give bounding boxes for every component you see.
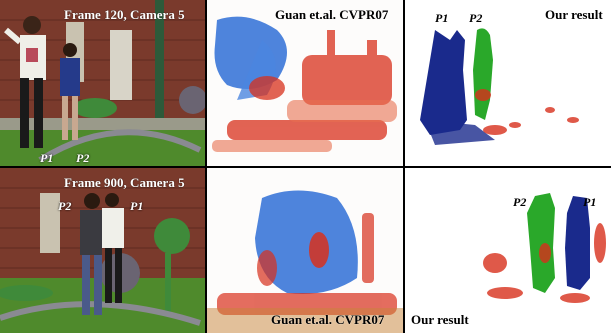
photo-frame-120: Frame 120, Camera 5 P1 P2: [0, 0, 205, 166]
photo-frame-900: Frame 900, Camera 5 P2 P1: [0, 168, 205, 333]
ours-label-p1: P1: [435, 11, 449, 25]
guan-result-row2: Guan et.al. CVPR07: [207, 168, 403, 333]
person-label-p2: P2: [76, 151, 90, 165]
ours-label-p1: P1: [583, 195, 597, 209]
person-label-p2: P2: [58, 199, 72, 213]
photo-frame-900-image: [0, 168, 205, 333]
person-label-p1: P1: [130, 199, 144, 213]
ours-caption: Our result: [545, 7, 603, 22]
photo-caption: Frame 900, Camera 5: [64, 175, 185, 190]
guan-caption: Guan et.al. CVPR07: [271, 312, 385, 327]
our-result-row1-image: [405, 0, 611, 166]
our-result-row1: Our result P1 P2: [405, 0, 611, 166]
guan-result-row1: Guan et.al. CVPR07: [207, 0, 403, 166]
our-result-row2-image: [405, 168, 611, 333]
ours-label-p2: P2: [469, 11, 483, 25]
our-result-row2: Our result P2 P1: [405, 168, 611, 333]
photo-frame-120-image: [0, 0, 205, 166]
person-label-p1: P1: [40, 151, 54, 165]
ours-caption: Our result: [411, 312, 469, 327]
guan-result-row2-image: [207, 168, 403, 333]
guan-result-row1-image: [207, 0, 403, 166]
photo-caption: Frame 120, Camera 5: [64, 7, 185, 22]
guan-caption: Guan et.al. CVPR07: [275, 7, 389, 22]
ours-label-p2: P2: [513, 195, 527, 209]
